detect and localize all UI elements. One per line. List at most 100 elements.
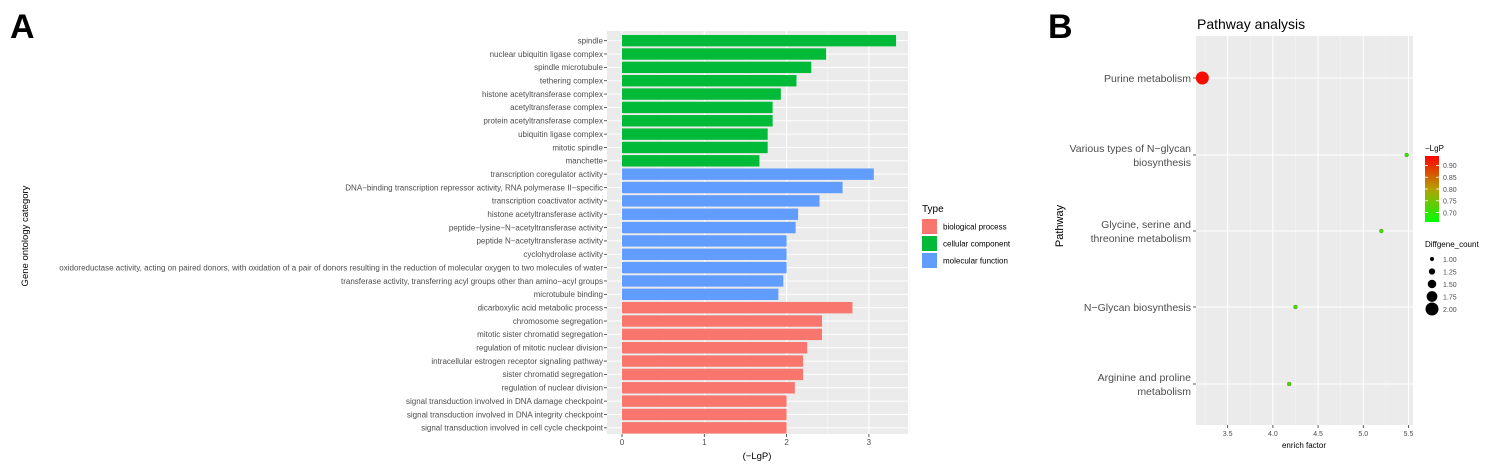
pathway-points	[1195, 71, 1409, 387]
go-bar-chart-panel: A spindle nuclear ubiquitin ligase comple…	[10, 8, 1011, 462]
scatter-x-axis: 3.5 4.0 4.5 5.0 5.5	[1223, 425, 1414, 438]
bar	[622, 115, 773, 127]
bar	[622, 128, 768, 140]
x-tick-label: 5.5	[1404, 431, 1414, 438]
bar	[622, 315, 822, 327]
x-tick-label: 3.5	[1223, 431, 1233, 438]
pathway-label: Glycine, serine and	[1101, 219, 1191, 231]
bar	[622, 382, 795, 394]
bar-x-axis: 0 1 2 3	[620, 434, 872, 447]
bar-series	[622, 34, 897, 434]
pathway-label: N−Glycan biosynthesis	[1084, 302, 1191, 314]
neg-lgp-color-legend: −LgP 0.90 0.85 0.80 0.75 0.70	[1425, 144, 1457, 222]
legend-label: biological process	[943, 223, 1007, 232]
go-category-label: microtubule binding	[534, 290, 603, 299]
x-tick-label: 2	[784, 438, 789, 447]
go-category-label: signal transduction involved in DNA inte…	[407, 410, 604, 419]
bar	[622, 408, 787, 421]
bar	[622, 248, 787, 260]
panel-b-letter: B	[1048, 8, 1073, 46]
bar	[622, 155, 760, 167]
go-category-label: tethering complex	[540, 77, 603, 86]
go-category-label: mitotic sister chromatid segregation	[477, 330, 603, 339]
bar	[622, 275, 784, 287]
pathway-point	[1379, 228, 1384, 234]
go-category-label: chromosome segregation	[513, 317, 603, 326]
pathway-label: metabolism	[1137, 386, 1191, 398]
size-legend-label: 1.25	[1443, 269, 1457, 276]
bar	[622, 261, 787, 274]
bar	[622, 395, 787, 407]
x-tick-label: 0	[620, 438, 625, 447]
go-category-label: manchette	[566, 157, 604, 166]
bar	[622, 34, 897, 47]
go-category-label: cyclohydrolase activity	[523, 250, 603, 259]
scatter-gridlines	[1196, 36, 1413, 425]
bar	[622, 328, 822, 341]
type-legend-title: Type	[922, 204, 944, 215]
go-category-label: transcription coregulator activity	[491, 170, 604, 179]
bar	[622, 181, 843, 194]
bar	[622, 288, 779, 301]
type-legend: Type biological process cellular componen…	[922, 204, 1011, 268]
go-category-label: spindle	[578, 36, 604, 45]
bar	[622, 195, 820, 207]
bar	[622, 342, 808, 354]
go-category-label: regulation of mitotic nuclear division	[476, 344, 603, 353]
pathway-label: Arginine and proline	[1098, 372, 1192, 384]
diffgene-count-size-legend: Diffgene_count 1.00 1.25 1.50 1.75 2.00	[1425, 240, 1479, 316]
go-category-label: intracellular estrogen receptor signalin…	[431, 357, 603, 366]
x-tick-label: 4.0	[1268, 431, 1278, 438]
legend-swatch	[922, 253, 937, 268]
go-category-label: peptide−lysine−N−acetyltransferase activ…	[449, 223, 603, 232]
neg-lgp-legend-title: −LgP	[1425, 144, 1444, 153]
size-legend-key	[1425, 302, 1439, 316]
bar	[622, 88, 781, 100]
pathway-point	[1404, 152, 1409, 158]
pathway-label: Purine metabolism	[1104, 73, 1191, 85]
size-legend-label: 1.75	[1443, 294, 1457, 301]
go-category-label: spindle microtubule	[534, 63, 603, 72]
bar	[622, 368, 804, 381]
pathway-label: Various types of N−glycan	[1070, 143, 1192, 155]
pathway-labels: Purine metabolism Various types of N−glyc…	[1070, 73, 1196, 398]
x-tick-label: 3	[867, 438, 872, 447]
go-category-label: signal transduction involved in cell cyc…	[421, 424, 604, 433]
bar	[622, 355, 804, 367]
pathway-label: biosynthesis	[1133, 157, 1191, 169]
colorbar-tick-label: 0.70	[1443, 210, 1457, 217]
pathway-point	[1286, 381, 1292, 387]
go-category-label: DNA−binding transcription repressor acti…	[345, 183, 603, 192]
legend-swatch	[922, 236, 937, 251]
pathway-point	[1195, 71, 1209, 85]
bar	[622, 75, 797, 87]
go-category-label: signal transduction involved in DNA dama…	[406, 397, 604, 406]
go-category-label: sister chromatid segregation	[503, 370, 604, 379]
size-legend-label: 2.00	[1443, 307, 1457, 314]
go-category-label: ubiquitin ligase complex	[518, 130, 603, 139]
bar-x-axis-title: (−LgP)	[743, 451, 772, 462]
size-legend-label: 1.50	[1443, 282, 1457, 289]
pathway-label: threonine metabolism	[1091, 233, 1192, 245]
size-legend-title: Diffgene_count	[1425, 240, 1479, 249]
colorbar-tick-label: 0.80	[1443, 187, 1457, 194]
go-category-labels: spindle nuclear ubiquitin ligase complex s…	[59, 36, 607, 433]
neg-lgp-colorbar	[1425, 156, 1439, 222]
bar	[622, 208, 799, 220]
go-category-label: histone acetyltransferase activity	[487, 210, 603, 219]
go-category-label: transferase activity, transferring acyl …	[341, 277, 603, 286]
pathway-point	[1293, 304, 1298, 310]
bar	[622, 301, 853, 314]
pathway-scatter-panel: B Pathway analysis Purine metabolism Vari…	[1048, 8, 1479, 450]
go-category-label: histone acetyltransferase complex	[482, 90, 603, 99]
colorbar-tick-label: 0.75	[1443, 199, 1457, 206]
size-legend-key	[1428, 268, 1436, 275]
size-legend-key	[1426, 291, 1438, 302]
bar	[622, 101, 773, 114]
go-category-label: transcription coactivator activity	[492, 197, 603, 206]
bar	[622, 141, 768, 154]
bar	[622, 61, 812, 74]
go-category-label: regulation of nuclear division	[502, 384, 603, 393]
colorbar-tick-label: 0.85	[1443, 175, 1457, 182]
